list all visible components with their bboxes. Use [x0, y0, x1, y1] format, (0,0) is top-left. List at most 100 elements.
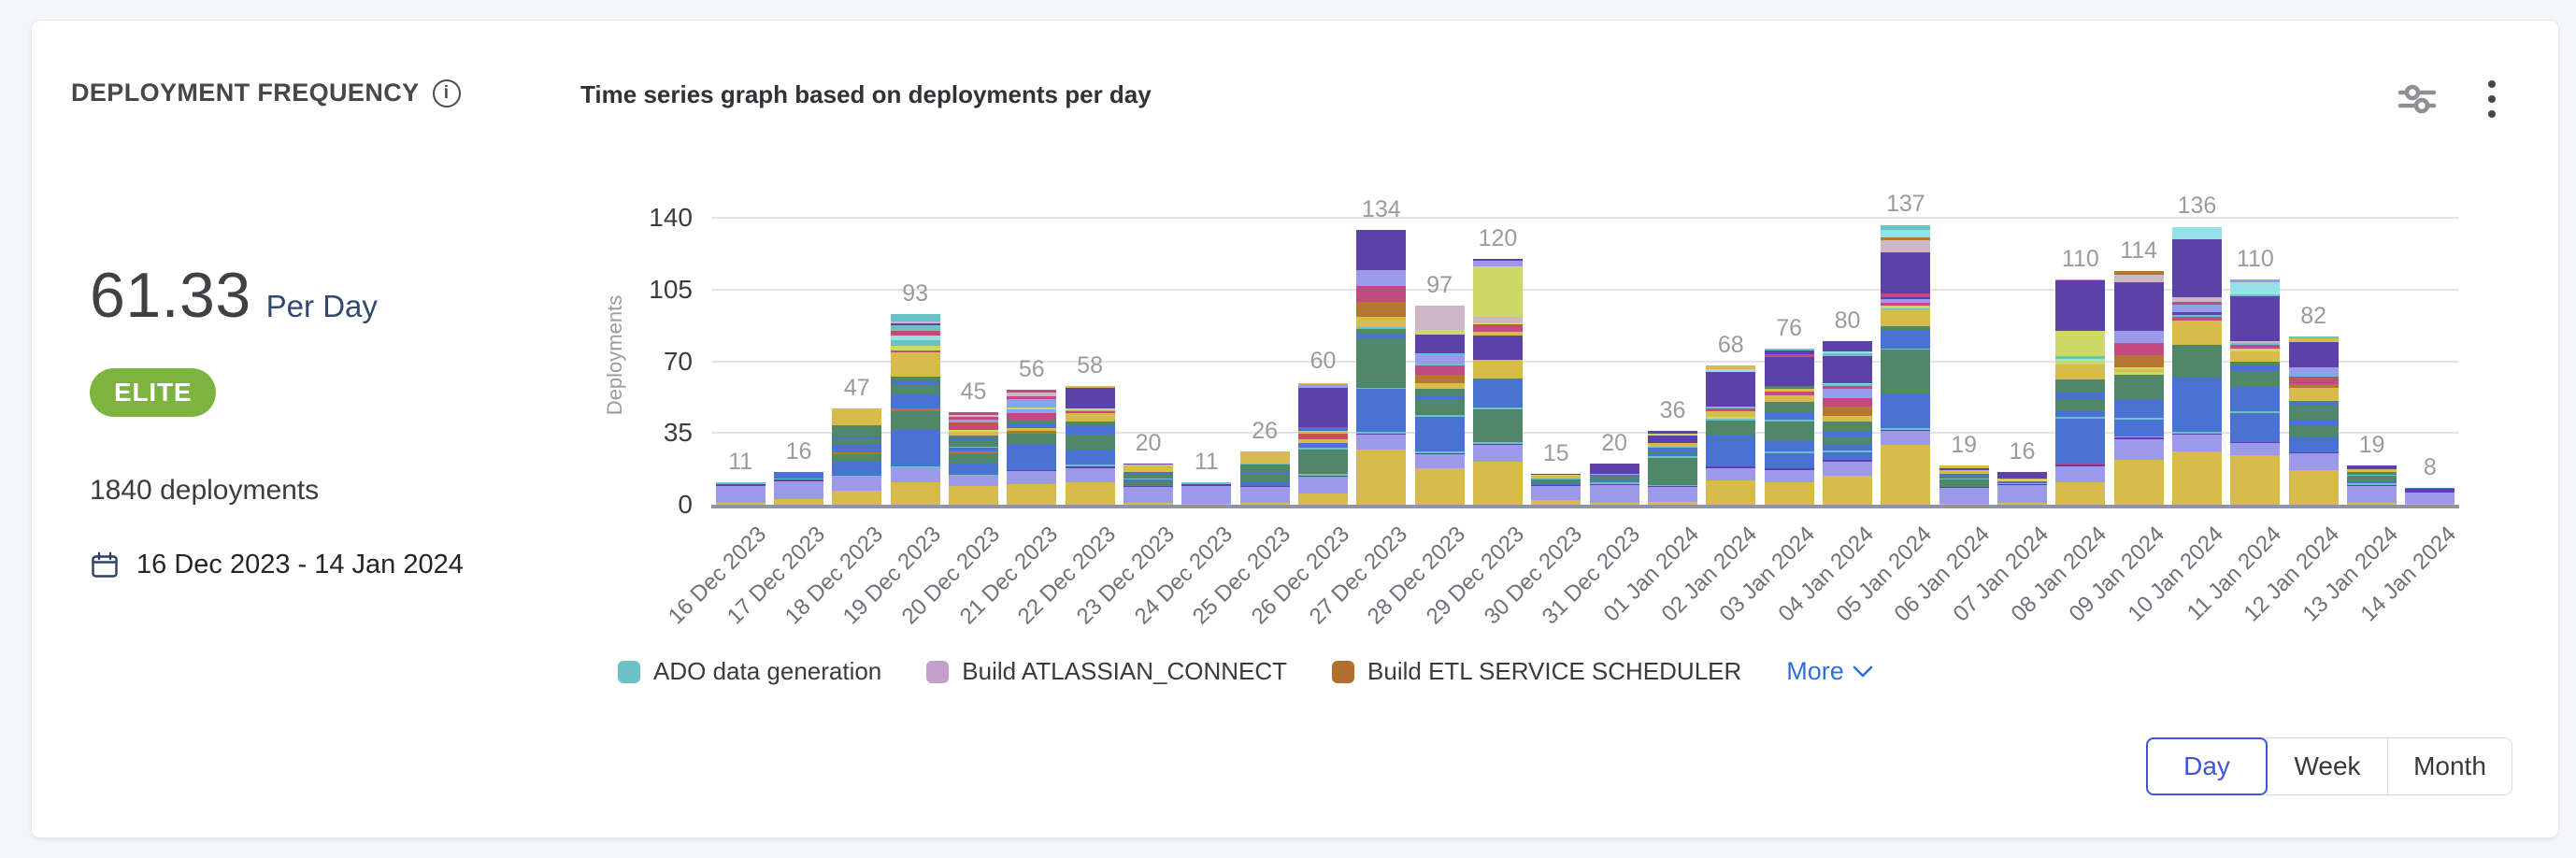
- bar-segment[interactable]: [1356, 388, 1407, 432]
- bar-segment[interactable]: [1648, 484, 1697, 487]
- bar-segment[interactable]: [2288, 406, 2339, 420]
- bar-segment[interactable]: [1706, 416, 1756, 420]
- bar-segment[interactable]: [1473, 442, 1523, 444]
- bar-segment[interactable]: [1823, 450, 1872, 452]
- bar-segment[interactable]: [1007, 484, 1057, 505]
- bar-segment[interactable]: [1881, 236, 1931, 241]
- stacked-bar[interactable]: [1997, 471, 2047, 505]
- bar-segment[interactable]: [832, 477, 882, 491]
- bar-segment[interactable]: [1823, 340, 1872, 351]
- bar-segment[interactable]: [1414, 374, 1465, 384]
- bar-segment[interactable]: [2288, 366, 2339, 373]
- stacked-bar[interactable]: [1298, 381, 1348, 505]
- bar-segment[interactable]: [2113, 375, 2164, 400]
- bar-segment[interactable]: [1473, 409, 1523, 443]
- bar-segment[interactable]: [1881, 350, 1931, 393]
- bar-segment[interactable]: [1589, 485, 1639, 503]
- bar-segment[interactable]: [1939, 488, 1989, 504]
- bar-segment[interactable]: [1473, 445, 1523, 462]
- bar-segment[interactable]: [1997, 482, 2047, 485]
- legend-item[interactable]: Build ATLASSIAN_CONNECT: [926, 657, 1287, 686]
- bar-segment[interactable]: [1823, 431, 1872, 436]
- bar-segment[interactable]: [2055, 465, 2106, 482]
- bar-segment[interactable]: [1239, 480, 1290, 486]
- bar-segment[interactable]: [832, 424, 882, 436]
- bar-segment[interactable]: [1823, 422, 1872, 432]
- bar-segment[interactable]: [1007, 402, 1057, 408]
- bar-segment[interactable]: [1065, 449, 1115, 465]
- bar-segment[interactable]: [2055, 391, 2106, 400]
- bar-segment[interactable]: [949, 453, 998, 464]
- bar-segment[interactable]: [1298, 443, 1348, 448]
- bar-segment[interactable]: [1648, 447, 1697, 452]
- stacked-bar[interactable]: [1823, 340, 1872, 505]
- bar-segment[interactable]: [1065, 410, 1115, 412]
- bar-segment[interactable]: [1414, 452, 1465, 455]
- bar-segment[interactable]: [1356, 435, 1407, 450]
- bar-segment[interactable]: [1589, 474, 1639, 476]
- bar-segment[interactable]: [2172, 376, 2222, 402]
- bar-segment[interactable]: [1007, 407, 1057, 410]
- bar-segment[interactable]: [949, 486, 998, 505]
- kebab-menu-icon[interactable]: [2483, 75, 2500, 123]
- bar-segment[interactable]: [1239, 471, 1290, 476]
- bar-segment[interactable]: [1764, 451, 1814, 453]
- bar-segment[interactable]: [2055, 463, 2106, 465]
- bar-segment[interactable]: [2113, 436, 2164, 438]
- bar-segment[interactable]: [1648, 453, 1697, 457]
- bar-segment[interactable]: [1648, 456, 1697, 459]
- bar-segment[interactable]: [1123, 481, 1173, 487]
- bar-segment[interactable]: [2055, 331, 2106, 356]
- bar-segment[interactable]: [1881, 325, 1931, 330]
- bar-segment[interactable]: [1881, 252, 1931, 294]
- bar-segment[interactable]: [2230, 365, 2281, 372]
- bar-segment[interactable]: [1065, 467, 1115, 482]
- bar-segment[interactable]: [1473, 324, 1523, 328]
- bar-segment[interactable]: [1007, 420, 1057, 424]
- bar-segment[interactable]: [1881, 224, 1931, 231]
- bar-segment[interactable]: [1823, 436, 1872, 445]
- bar-segment[interactable]: [1648, 443, 1697, 447]
- bar-segment[interactable]: [1823, 384, 1872, 386]
- stacked-bar[interactable]: [2288, 336, 2339, 505]
- bar-segment[interactable]: [1356, 333, 1407, 339]
- bar-segment[interactable]: [1473, 265, 1523, 318]
- bar-segment[interactable]: [2172, 315, 2222, 318]
- bar-segment[interactable]: [1473, 261, 1523, 266]
- bar-segment[interactable]: [1473, 360, 1523, 379]
- bar-segment[interactable]: [2405, 504, 2455, 505]
- bar-segment[interactable]: [1473, 317, 1523, 322]
- bar-segment[interactable]: [2055, 355, 2106, 359]
- bar-segment[interactable]: [2055, 361, 2106, 365]
- bar-segment[interactable]: [832, 444, 882, 453]
- bar-segment[interactable]: [1239, 475, 1290, 481]
- granularity-day-button[interactable]: Day: [2146, 737, 2268, 795]
- bar-segment[interactable]: [1881, 240, 1931, 253]
- bar-segment[interactable]: [1414, 394, 1465, 399]
- bar-segment[interactable]: [1881, 445, 1931, 505]
- bar-segment[interactable]: [890, 336, 940, 340]
- bar-segment[interactable]: [890, 323, 940, 326]
- bar-segment[interactable]: [1881, 293, 1931, 297]
- filter-sliders-icon[interactable]: [2394, 79, 2440, 119]
- bar-segment[interactable]: [832, 436, 882, 439]
- bar-segment[interactable]: [1123, 502, 1173, 505]
- bar-segment[interactable]: [1007, 434, 1057, 446]
- bar-segment[interactable]: [1881, 393, 1931, 428]
- stacked-bar[interactable]: [1939, 465, 1989, 505]
- bar-segment[interactable]: [1648, 458, 1697, 485]
- bar-segment[interactable]: [2055, 279, 2106, 332]
- bar-segment[interactable]: [2055, 365, 2106, 379]
- bar-segment[interactable]: [1881, 306, 1931, 308]
- bar-segment[interactable]: [1997, 478, 2047, 480]
- bar-segment[interactable]: [2230, 412, 2281, 442]
- bar-segment[interactable]: [1823, 460, 1872, 462]
- bar-segment[interactable]: [2055, 410, 2106, 418]
- bar-segment[interactable]: [949, 446, 998, 448]
- bar-segment[interactable]: [1589, 479, 1639, 483]
- bar-segment[interactable]: [2288, 378, 2339, 385]
- bar-segment[interactable]: [1939, 475, 1989, 479]
- bar-segment[interactable]: [1414, 467, 1465, 505]
- bar-segment[interactable]: [2113, 420, 2164, 436]
- bar-segment[interactable]: [1007, 427, 1057, 432]
